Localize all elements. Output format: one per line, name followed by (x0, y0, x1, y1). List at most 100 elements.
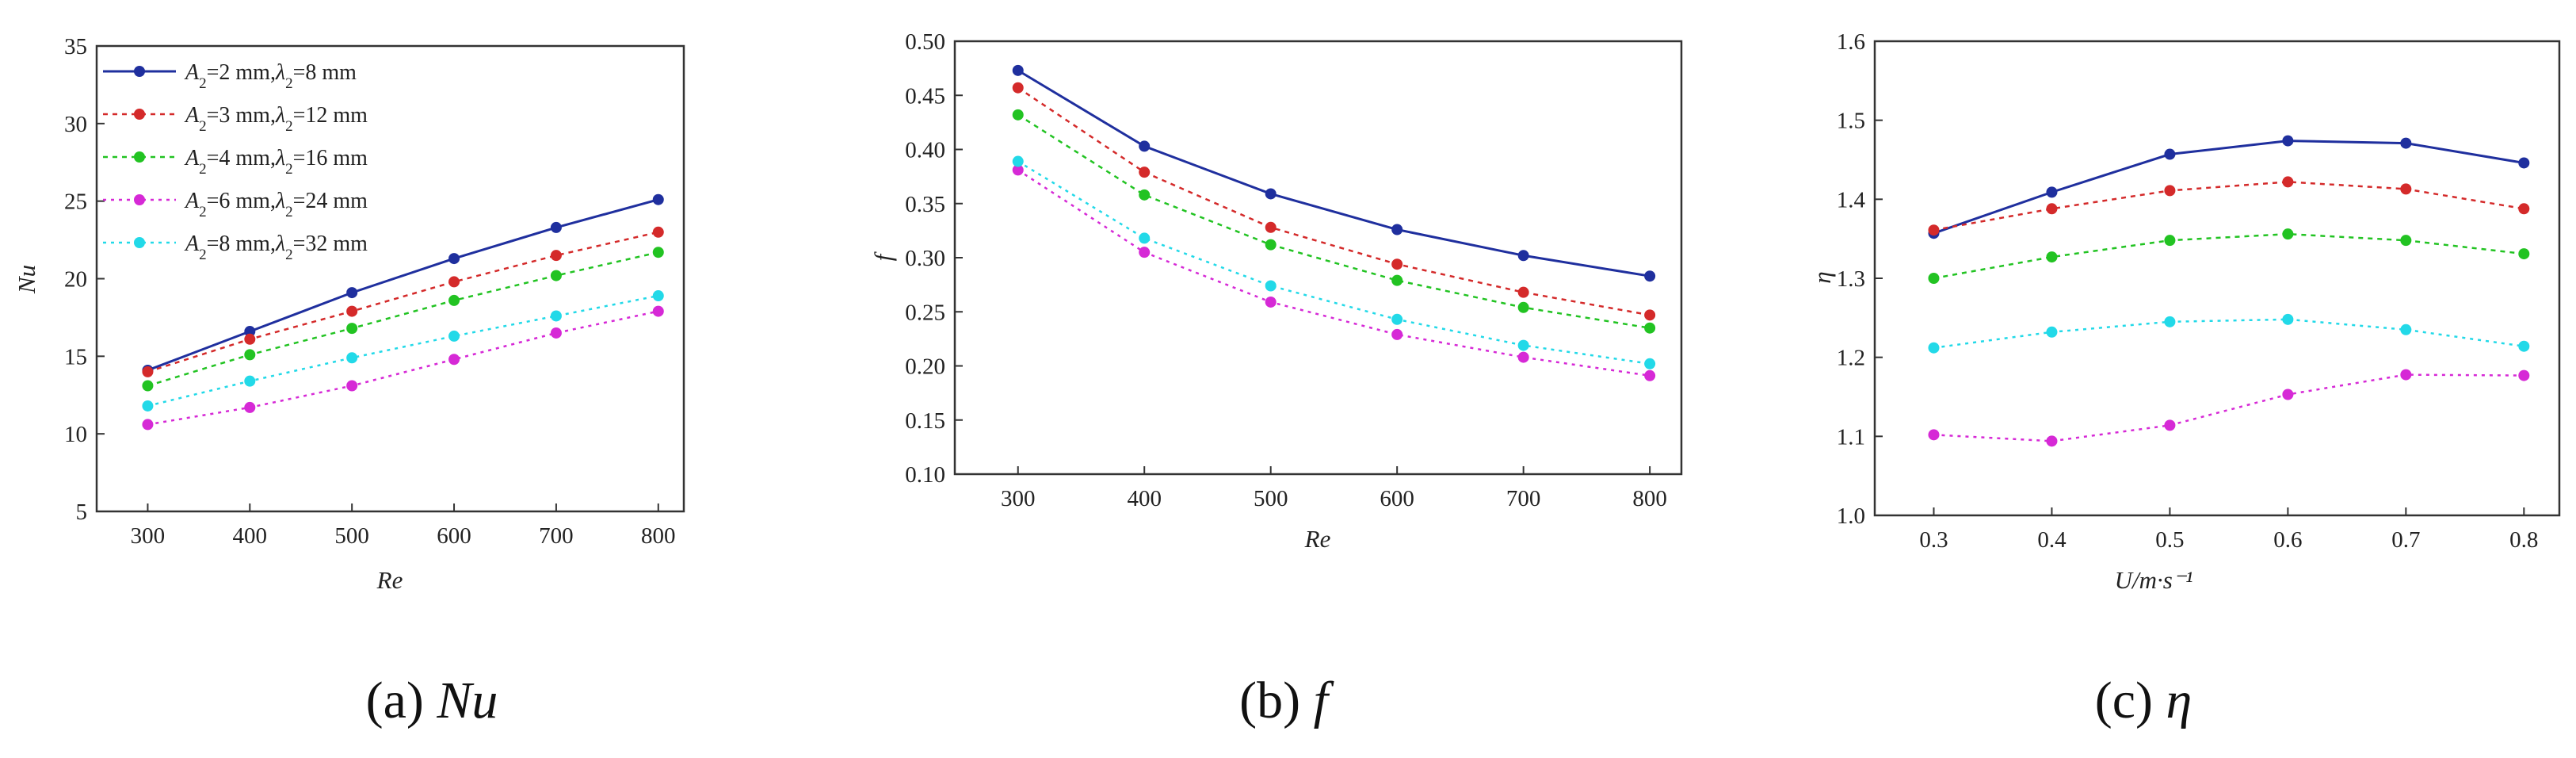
data-point (1139, 167, 1151, 178)
data-point (346, 352, 358, 364)
x-tick-label: 800 (641, 523, 676, 549)
series-line-4 (1017, 169, 1651, 377)
legend: A2=2 mm,λ2=8 mm A2=3 mm,λ2=12 mm A2=4 mm,λ… (103, 60, 368, 263)
y-tick-label: 30 (64, 112, 87, 137)
legend-entry-1: A2=2 mm,λ2=8 mm (184, 60, 357, 92)
data-point (2518, 203, 2530, 215)
data-point (244, 401, 256, 413)
x-tick-label: 600 (1380, 486, 1414, 511)
data-point (244, 349, 256, 361)
x-tick-label: 600 (437, 523, 471, 549)
y-axis-label: Nu (13, 265, 40, 294)
data-point (2400, 137, 2412, 149)
axis-ticks: 0.3 0.4 0.5 0.6 0.7 0.8 1.0 1.1 1.2 1.3 1.4 1.5 1.6 (1837, 29, 2539, 553)
y-tick-label: 0.25 (905, 300, 945, 325)
series-line-4 (1933, 373, 2524, 442)
data-point (550, 270, 562, 281)
data-point (1928, 224, 1940, 236)
y-tick-label: 0.30 (905, 246, 945, 271)
data-point (550, 250, 562, 262)
y-tick-label: 5 (76, 500, 88, 525)
data-point (2164, 185, 2176, 197)
data-point (2282, 389, 2294, 400)
data-point (1391, 274, 1403, 286)
data-point (2282, 313, 2294, 325)
data-point (1928, 342, 1940, 354)
series-line-4 (147, 310, 659, 426)
series-line-5 (1933, 318, 2524, 349)
y-tick-label: 20 (64, 267, 87, 293)
data-point (2046, 251, 2058, 263)
x-tick-label: 0.3 (1919, 527, 1948, 553)
data-point (2282, 135, 2294, 147)
y-tick-label: 1.0 (1837, 503, 1865, 529)
x-tick-label: 700 (1506, 486, 1541, 511)
legend-marker (134, 237, 145, 248)
x-tick-label: 0.5 (2155, 527, 2184, 553)
legend-entry-2: A2=3 mm,λ2=12 mm (184, 103, 368, 135)
chart-nu: 300 400 500 600 700 800 5 10 15 20 25 30 35 Re Nu A2… (13, 34, 685, 594)
data-point (1928, 273, 1940, 284)
data-point (1012, 109, 1024, 121)
data-point (2046, 186, 2058, 198)
data-point (2164, 148, 2176, 160)
x-tick-label: 0.8 (2509, 527, 2538, 553)
y-tick-label: 1.2 (1837, 346, 1865, 371)
data-point (2400, 235, 2412, 247)
data-point (1265, 188, 1277, 200)
y-axis-label: η (1808, 271, 1836, 283)
series-line-3 (1933, 232, 2524, 280)
data-point (1265, 280, 1277, 292)
data-point (1644, 358, 1656, 369)
data-point (2282, 228, 2294, 240)
data-point (1644, 322, 1656, 334)
data-point (1517, 351, 1529, 363)
series-line-2 (1933, 181, 2524, 232)
x-tick-label: 800 (1632, 486, 1667, 511)
axis-ticks: 300 400 500 600 700 800 0.10 0.15 0.20 0.25 0.30 0.… (905, 29, 1667, 511)
y-tick-label: 1.1 (1837, 424, 1865, 450)
axis-ticks: 300 400 500 600 700 800 5 10 15 20 25 30 35 (64, 34, 676, 549)
data-point (2164, 419, 2176, 431)
caption-c: (c) η (2095, 672, 2192, 729)
data-point (1644, 270, 1656, 282)
series-line-5 (147, 294, 659, 408)
data-point (652, 226, 664, 238)
series-group (1928, 135, 2530, 447)
data-point (448, 294, 460, 306)
data-point (1391, 224, 1403, 235)
data-point (244, 375, 256, 387)
y-tick-label: 10 (64, 422, 87, 447)
data-point (142, 366, 154, 377)
data-point (1139, 247, 1151, 258)
legend-entry-3: A2=4 mm,λ2=16 mm (184, 146, 368, 178)
data-point (1644, 369, 1656, 381)
x-tick-label: 0.4 (2037, 527, 2067, 553)
data-point (448, 276, 460, 288)
series-line-3 (1017, 113, 1651, 329)
y-tick-label: 25 (64, 190, 87, 215)
data-point (346, 323, 358, 335)
data-point (1012, 164, 1024, 176)
legend-marker (134, 109, 145, 120)
data-point (652, 193, 664, 205)
x-tick-label: 700 (539, 523, 574, 549)
series-line-1 (1017, 69, 1651, 278)
data-point (2400, 183, 2412, 195)
chart-eta: 0.3 0.4 0.5 0.6 0.7 0.81.01.11.21.31.41.51.6 … (1808, 29, 2561, 594)
legend-entry-4: A2=6 mm,λ2=24 mm (184, 189, 368, 220)
data-point (346, 380, 358, 392)
x-axis-label: Re (376, 566, 403, 594)
y-tick-label: 35 (64, 34, 87, 59)
data-point (448, 253, 460, 265)
data-point (2164, 316, 2176, 327)
data-point (2518, 369, 2530, 381)
data-point (346, 287, 358, 299)
x-axis-label: U/m·s⁻¹ (2115, 566, 2193, 594)
x-tick-label: 300 (131, 523, 166, 549)
data-point (1265, 239, 1277, 251)
x-axis-label: Re (1304, 525, 1331, 553)
data-point (2400, 323, 2412, 335)
data-point (2400, 369, 2412, 381)
